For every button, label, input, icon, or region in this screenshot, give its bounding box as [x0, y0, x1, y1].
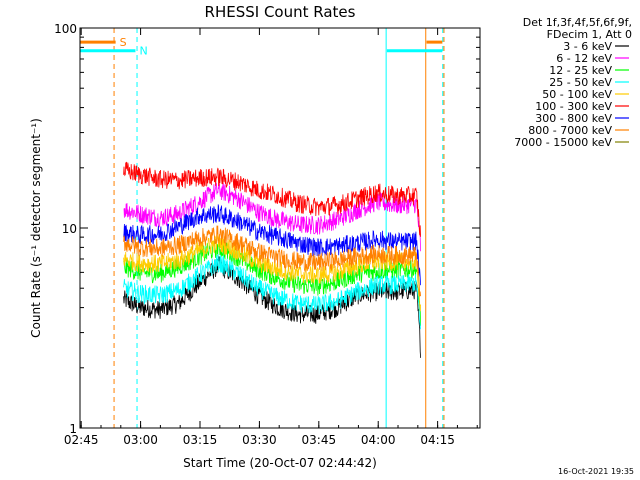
- time-markers: [79, 28, 445, 428]
- legend-label-1: 6 - 12 keV: [556, 52, 612, 65]
- legend-label-4: 50 - 100 keV: [542, 88, 612, 101]
- x-tick-label-4: 03:45: [302, 433, 337, 447]
- legend-header-line-1: Det 1f,3f,4f,5f,6f,9f,: [523, 16, 632, 29]
- x-tick-label-1: 03:00: [123, 433, 158, 447]
- y-tick-label-1: 10: [62, 222, 77, 236]
- legend-label-5: 100 - 300 keV: [535, 100, 612, 113]
- x-tick-label-6: 04:15: [420, 433, 455, 447]
- chart-title: RHESSI Count Rates: [205, 3, 356, 21]
- x-axis: 02:45 03:00 03:15 03:30 03:45 04:00 04:15: [64, 28, 478, 447]
- y-tick-label-0: 1: [69, 422, 77, 436]
- series-line-5: [123, 161, 421, 237]
- legend-label-0: 3 - 6 keV: [563, 40, 612, 53]
- legend-label-3: 25 - 50 keV: [549, 76, 612, 89]
- footer-timestamp: 16-Oct-2021 19:35: [558, 467, 634, 476]
- x-tick-label-5: 04:00: [361, 433, 396, 447]
- legend-label-2: 12 - 25 keV: [549, 64, 612, 77]
- series-line-3: [123, 253, 421, 330]
- attenuator-label-1: N: [139, 45, 147, 58]
- x-tick-label-3: 03:30: [242, 433, 277, 447]
- y-tick-label-2: 100: [54, 22, 77, 36]
- series-line-7: [123, 225, 421, 297]
- series-line-0: [123, 256, 421, 358]
- x-tick-label-2: 03:15: [183, 433, 218, 447]
- attenuator-bars: SN: [80, 36, 443, 58]
- legend-label-7: 800 - 7000 keV: [528, 124, 612, 137]
- x-axis-label: Start Time (20-Oct-07 02:44:42): [183, 456, 377, 470]
- legend-label-6: 300 - 800 keV: [535, 112, 612, 125]
- legend-label-8: 7000 - 15000 keV: [514, 136, 612, 149]
- plot-area: SN: [79, 28, 445, 428]
- attenuator-label-0: S: [120, 36, 127, 49]
- legend: Det 1f,3f,4f,5f,6f,9f, FDecim 1, Att 0 3…: [514, 16, 632, 149]
- x-tick-label-0: 02:45: [64, 433, 99, 447]
- y-axis: 1 10 100: [54, 22, 480, 436]
- legend-header-line-2: FDecim 1, Att 0: [547, 28, 632, 41]
- series-line-2: [123, 238, 421, 326]
- series-layer: [123, 161, 421, 358]
- series-line-6: [123, 204, 421, 286]
- y-axis-label: Count Rate (s⁻¹ detector segment⁻¹): [29, 118, 43, 338]
